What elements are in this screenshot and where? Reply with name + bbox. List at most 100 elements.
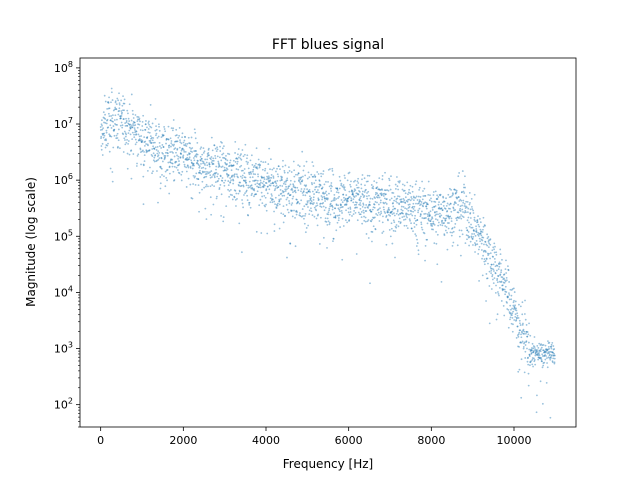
data-point — [349, 183, 351, 186]
data-point — [424, 201, 427, 204]
data-point — [207, 151, 210, 154]
data-point — [184, 135, 186, 138]
data-point — [288, 200, 290, 202]
data-point — [121, 124, 124, 127]
data-point — [212, 163, 215, 165]
data-point — [542, 362, 545, 365]
data-point — [538, 351, 540, 354]
data-point — [540, 358, 543, 361]
data-point — [456, 211, 459, 214]
data-point — [263, 183, 265, 186]
x-axis-label: Frequency [Hz] — [283, 457, 374, 471]
data-point — [174, 147, 177, 150]
data-point — [141, 140, 144, 142]
data-point — [217, 177, 220, 180]
data-point — [203, 186, 206, 189]
data-point — [266, 175, 268, 178]
data-point — [214, 155, 217, 157]
data-point — [297, 200, 299, 203]
data-point — [385, 193, 387, 196]
data-point — [195, 162, 198, 165]
data-point — [347, 197, 350, 200]
data-point — [185, 186, 188, 188]
data-point — [440, 207, 442, 210]
data-point — [497, 274, 500, 277]
data-point — [404, 192, 407, 195]
data-point — [350, 180, 352, 183]
data-point — [405, 213, 407, 216]
data-point — [272, 182, 275, 185]
data-point — [155, 125, 157, 127]
data-point — [184, 150, 187, 153]
data-point — [234, 173, 236, 176]
data-point — [177, 155, 180, 158]
data-point — [303, 188, 306, 190]
data-point — [101, 132, 104, 135]
data-point — [369, 197, 372, 200]
data-point — [194, 137, 197, 140]
data-point — [164, 170, 167, 173]
data-point — [483, 243, 485, 246]
data-point — [112, 129, 115, 132]
data-point — [175, 134, 178, 136]
data-point — [303, 217, 305, 220]
data-point — [109, 119, 112, 121]
data-point — [502, 281, 505, 284]
data-point — [290, 210, 293, 213]
data-point — [423, 187, 426, 190]
data-point — [110, 115, 113, 117]
data-point — [510, 298, 513, 301]
data-point — [194, 131, 197, 134]
data-point — [281, 176, 283, 179]
data-point — [256, 179, 259, 182]
data-point — [201, 160, 204, 163]
data-point — [172, 127, 175, 130]
data-point — [524, 299, 526, 302]
data-point — [182, 155, 184, 158]
data-point — [502, 305, 505, 307]
data-point — [550, 350, 552, 353]
data-point — [419, 204, 421, 207]
data-point — [396, 201, 398, 204]
data-point — [278, 199, 281, 202]
data-point — [411, 205, 414, 208]
data-point — [439, 193, 442, 196]
data-point — [190, 148, 192, 150]
data-point — [254, 162, 257, 165]
data-point — [423, 213, 426, 215]
data-point — [362, 196, 365, 198]
data-point — [422, 202, 425, 205]
data-point — [482, 254, 484, 257]
data-point — [181, 132, 184, 135]
data-point — [265, 182, 268, 184]
data-point — [123, 137, 126, 140]
data-point — [254, 183, 257, 186]
data-point — [293, 180, 296, 183]
data-point — [198, 171, 201, 174]
data-point — [484, 249, 487, 252]
data-point — [365, 210, 368, 212]
data-point — [480, 238, 483, 241]
data-point — [165, 169, 168, 172]
data-point — [241, 177, 244, 179]
data-point — [523, 313, 526, 315]
data-point — [368, 203, 371, 206]
data-point — [212, 157, 215, 160]
data-point — [362, 194, 364, 196]
data-point — [153, 148, 156, 150]
data-point — [278, 200, 281, 203]
data-point — [173, 148, 176, 151]
data-point — [247, 186, 250, 189]
data-point — [284, 214, 286, 217]
data-point — [152, 145, 155, 148]
data-point — [181, 136, 184, 139]
data-point — [552, 354, 555, 357]
data-point — [449, 231, 452, 234]
data-point — [413, 196, 415, 199]
data-point — [130, 149, 133, 152]
data-point — [142, 175, 145, 178]
data-point — [163, 175, 165, 178]
data-point — [524, 318, 527, 321]
data-point — [152, 159, 155, 162]
